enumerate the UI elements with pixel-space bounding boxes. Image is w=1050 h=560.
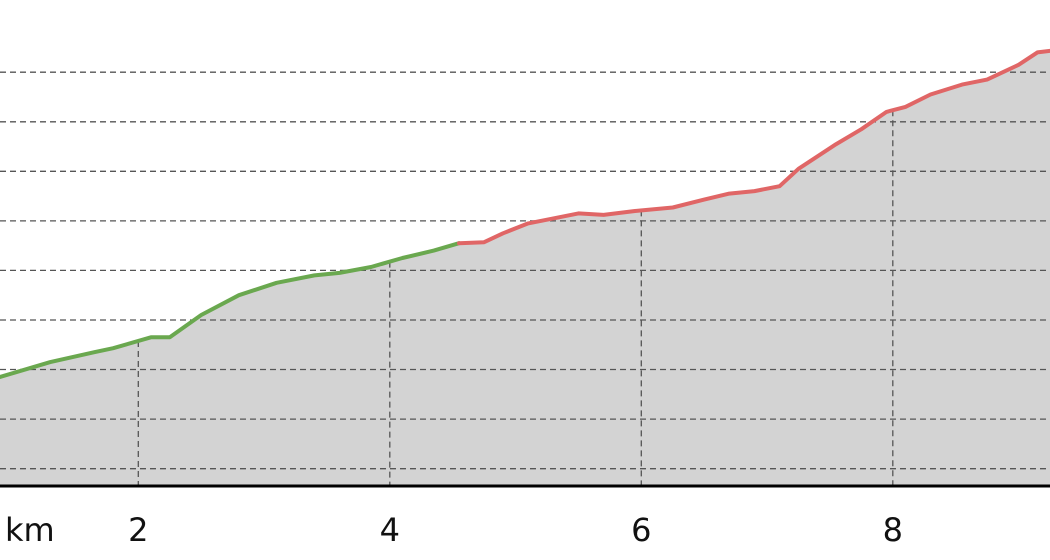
x-tick-label: 8 (883, 511, 903, 549)
elevation-line-segment-1 (0, 241, 461, 379)
x-tick-label: 6 (631, 511, 651, 549)
x-tick-labels: km 2 4 6 8 (5, 511, 903, 549)
elevation-line-layer (0, 48, 1050, 379)
x-tick-label: 2 (128, 511, 148, 549)
elevation-line-segment-2 (457, 48, 1050, 246)
elevation-area-layer (0, 50, 1050, 487)
elevation-area (0, 50, 1050, 487)
grid-layer (0, 71, 1050, 486)
x-axis-unit-label: km (5, 511, 55, 549)
x-tick-label: 4 (380, 511, 400, 549)
